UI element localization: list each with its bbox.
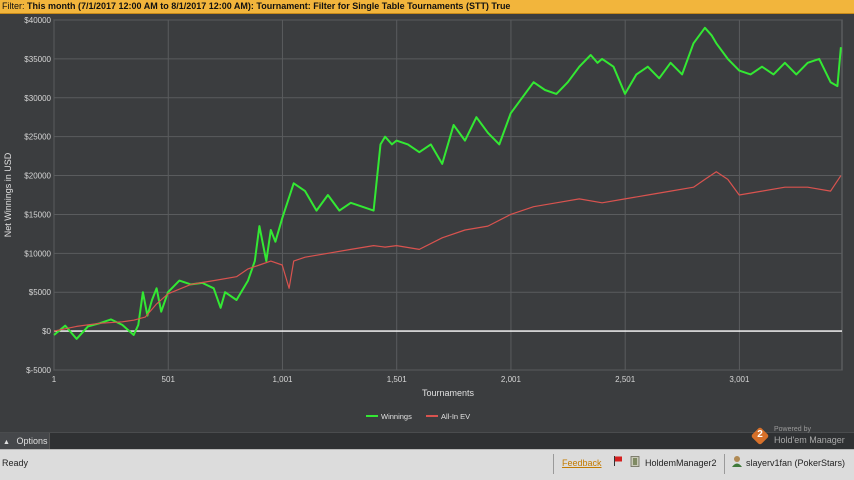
- legend-label: Winnings: [381, 412, 412, 421]
- options-label: Options: [16, 436, 48, 446]
- product-name: Hold'em Manager: [774, 435, 845, 445]
- chart-area: $-5000 $0 $5000 $10000 $15000 $20000 $25000 $30…: [0, 14, 854, 432]
- y-tick-label: $0: [42, 327, 51, 336]
- y-tick-label: $-5000: [26, 366, 51, 375]
- chevron-up-icon: ▲: [3, 439, 10, 446]
- filter-bar: Filter: This month (7/1/2017 12:00 AM to…: [0, 0, 854, 14]
- status-bar: Ready Feedback HoldemManager2 slayerv1fa…: [0, 449, 854, 480]
- database-icon: [630, 456, 640, 467]
- x-axis-title: Tournaments: [422, 388, 475, 398]
- y-tick-label: $35000: [24, 55, 51, 64]
- x-tick-label: 3,001: [729, 375, 750, 384]
- legend-label: All-In EV: [441, 412, 470, 421]
- net-winnings-chart: $-5000 $0 $5000 $10000 $15000 $20000 $25000 $30…: [3, 16, 843, 421]
- powered-by-label: Powered by: [774, 426, 811, 433]
- y-tick-label: $15000: [24, 210, 51, 219]
- filter-text: This month (7/1/2017 12:00 AM to 8/1/201…: [27, 1, 511, 11]
- series-line-all-in-ev: [53, 171, 842, 332]
- status-ready: Ready: [2, 458, 29, 468]
- feedback-link[interactable]: Feedback: [562, 458, 602, 468]
- y-tick-label: $30000: [24, 94, 51, 103]
- y-axis-title: Net Winnings in USD: [3, 152, 13, 237]
- x-tick-label: 1: [52, 375, 57, 384]
- x-tick-label: 2,001: [501, 375, 522, 384]
- y-tick-label: $5000: [29, 288, 52, 297]
- options-button[interactable]: ▲ Options: [0, 433, 50, 449]
- hem-logo-number: 2: [757, 429, 763, 440]
- x-tick-label: 1,001: [272, 375, 293, 384]
- y-tick-label: $40000: [24, 16, 51, 25]
- y-tick-label: $20000: [24, 172, 51, 181]
- hem-brand-logo: 2 Powered by Hold'em Manager: [750, 426, 848, 446]
- x-tick-label: 1,501: [387, 375, 408, 384]
- x-tick-label: 501: [162, 375, 176, 384]
- app-name[interactable]: HoldemManager2: [645, 458, 717, 468]
- player-name[interactable]: slayerv1fan (PokerStars): [746, 458, 846, 468]
- filter-label: Filter:: [2, 1, 25, 11]
- flag-icon[interactable]: [613, 456, 623, 466]
- options-bar: ▲ Options: [0, 432, 854, 449]
- plot-frame: [53, 19, 843, 371]
- y-tick-label: $25000: [24, 133, 51, 142]
- player-icon: [732, 456, 742, 467]
- y-tick-label: $10000: [24, 249, 51, 258]
- status-separator: [553, 454, 554, 474]
- status-separator: [724, 454, 725, 474]
- series-line-winnings: [53, 26, 842, 340]
- x-tick-label: 2,501: [615, 375, 636, 384]
